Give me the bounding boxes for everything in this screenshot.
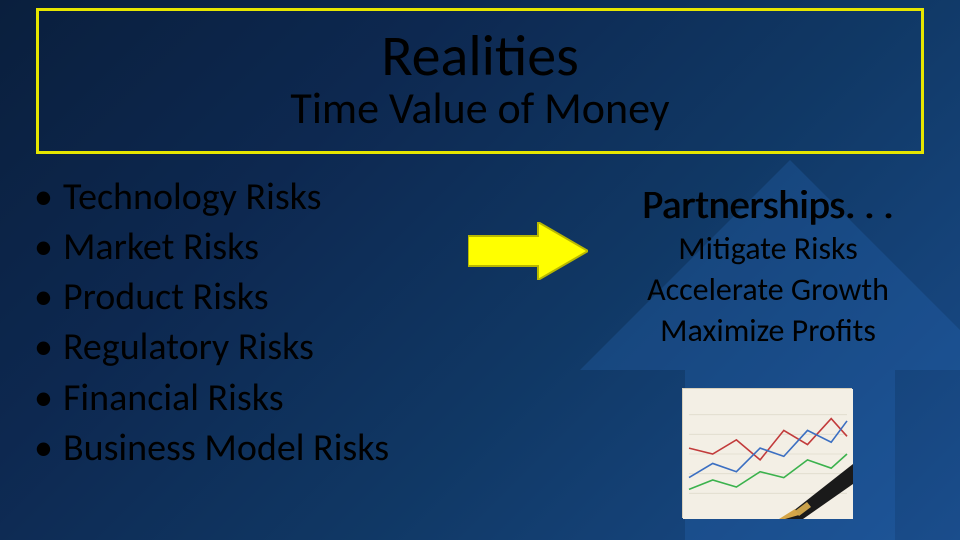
list-item-label: Financial Risks xyxy=(63,373,284,423)
slide-subtitle: Time Value of Money xyxy=(39,85,921,131)
bullet-icon: • xyxy=(34,423,53,473)
list-item-label: Regulatory Risks xyxy=(63,322,314,372)
list-item-label: Market Risks xyxy=(63,222,259,272)
title-box: Realities Time Value of Money xyxy=(36,8,924,154)
bullet-icon: • xyxy=(34,373,53,423)
list-item-label: Product Risks xyxy=(63,272,269,322)
bullet-icon: • xyxy=(34,322,53,372)
chart-thumbnail xyxy=(682,388,852,518)
risks-list: •Technology Risks •Market Risks •Product… xyxy=(30,172,530,473)
bullet-icon: • xyxy=(34,272,53,322)
partnerships-heading: Partnerships. . . xyxy=(588,180,948,229)
list-item: •Regulatory Risks xyxy=(30,322,530,372)
benefit-line: Mitigate Risks xyxy=(588,229,948,270)
list-item: •Financial Risks xyxy=(30,373,530,423)
bullet-icon: • xyxy=(34,222,53,272)
partnerships-block: Partnerships. . . Mitigate Risks Acceler… xyxy=(588,180,948,352)
benefit-line: Maximize Profits xyxy=(588,311,948,352)
list-item: •Market Risks xyxy=(30,222,530,272)
bullet-icon: • xyxy=(34,172,53,222)
benefit-line: Accelerate Growth xyxy=(588,270,948,311)
arrow-right-icon xyxy=(468,222,588,280)
list-item: •Product Risks xyxy=(30,272,530,322)
list-item-label: Technology Risks xyxy=(63,172,322,222)
slide-title: Realities xyxy=(39,26,921,87)
list-item-label: Business Model Risks xyxy=(63,423,389,473)
list-item: •Technology Risks xyxy=(30,172,530,222)
list-item: •Business Model Risks xyxy=(30,423,530,473)
